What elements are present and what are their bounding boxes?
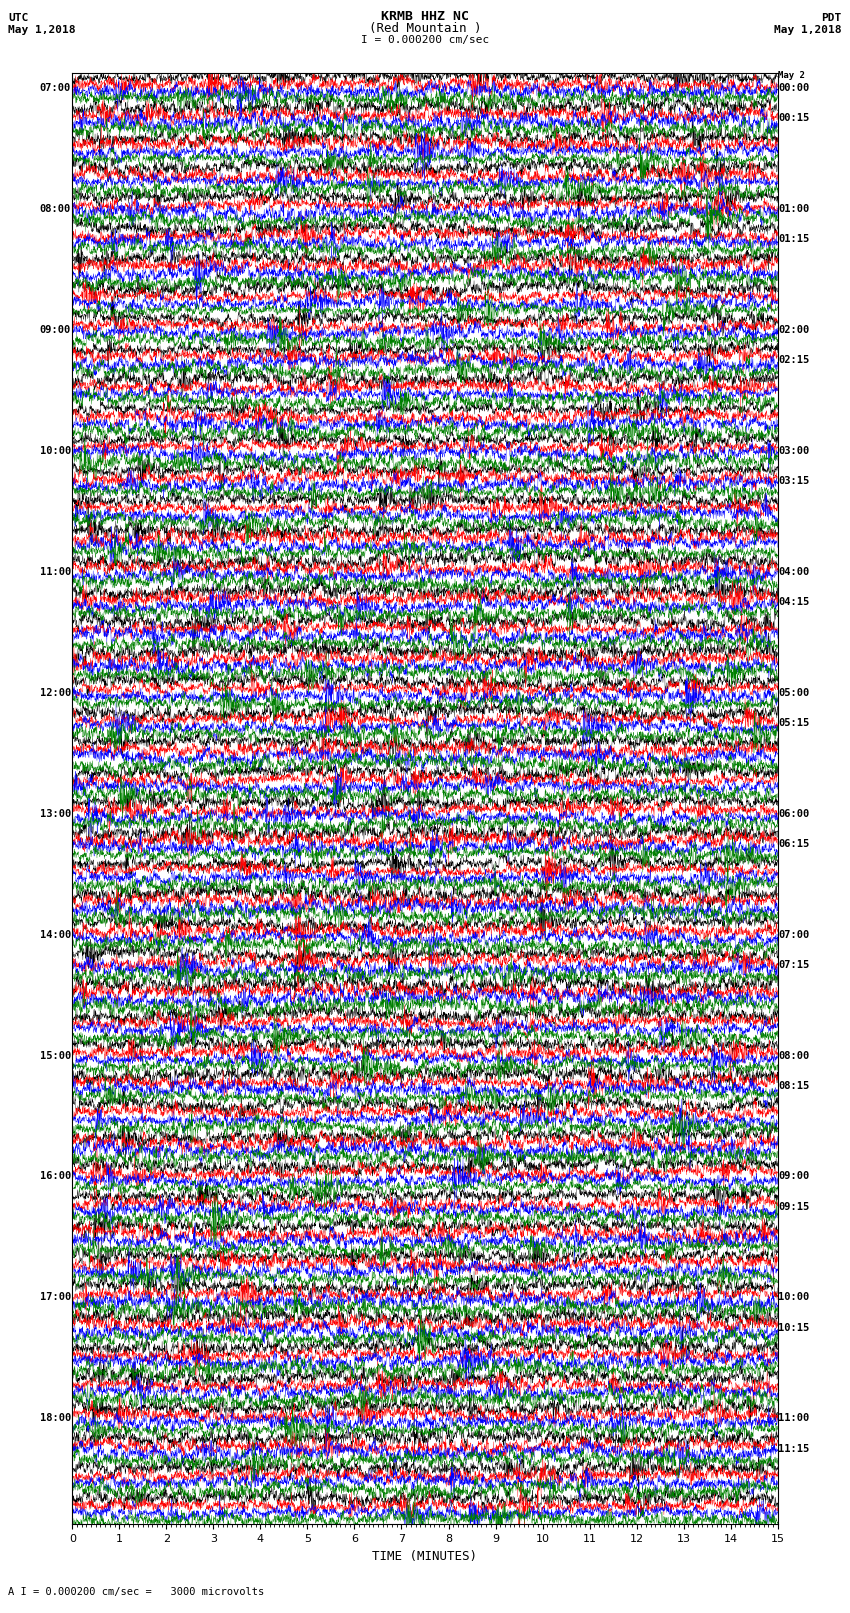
Text: 16:00: 16:00 xyxy=(40,1171,71,1181)
Text: 08:15: 08:15 xyxy=(779,1081,810,1090)
Text: 00:00: 00:00 xyxy=(779,82,810,92)
Text: 07:15: 07:15 xyxy=(779,960,810,969)
Text: 18:00: 18:00 xyxy=(40,1413,71,1423)
Text: 10:15: 10:15 xyxy=(779,1323,810,1332)
Text: May 1,2018: May 1,2018 xyxy=(8,24,76,35)
Text: 03:15: 03:15 xyxy=(779,476,810,486)
Text: 10:00: 10:00 xyxy=(779,1292,810,1302)
Text: 03:00: 03:00 xyxy=(779,445,810,455)
Text: 06:15: 06:15 xyxy=(779,839,810,848)
Text: 11:15: 11:15 xyxy=(779,1444,810,1453)
Text: 04:15: 04:15 xyxy=(779,597,810,606)
Text: 14:00: 14:00 xyxy=(40,929,71,939)
Text: 04:00: 04:00 xyxy=(779,566,810,576)
Text: KRMB HHZ NC: KRMB HHZ NC xyxy=(381,10,469,24)
Text: 09:15: 09:15 xyxy=(779,1202,810,1211)
Text: 07:00: 07:00 xyxy=(779,929,810,939)
Text: A I = 0.000200 cm/sec =   3000 microvolts: A I = 0.000200 cm/sec = 3000 microvolts xyxy=(8,1587,264,1597)
Text: 17:00: 17:00 xyxy=(40,1292,71,1302)
Text: 09:00: 09:00 xyxy=(779,1171,810,1181)
Text: 05:15: 05:15 xyxy=(779,718,810,727)
Text: 02:15: 02:15 xyxy=(779,355,810,365)
Text: 07:00: 07:00 xyxy=(40,82,71,92)
Text: 08:00: 08:00 xyxy=(40,203,71,213)
Text: 06:00: 06:00 xyxy=(779,808,810,818)
Text: 12:00: 12:00 xyxy=(40,687,71,697)
Text: 00:15: 00:15 xyxy=(779,113,810,123)
Text: (Red Mountain ): (Red Mountain ) xyxy=(369,21,481,35)
Text: 09:00: 09:00 xyxy=(40,324,71,334)
Text: 13:00: 13:00 xyxy=(40,808,71,818)
Text: 02:00: 02:00 xyxy=(779,324,810,334)
Text: 08:00: 08:00 xyxy=(779,1050,810,1060)
Text: 01:15: 01:15 xyxy=(779,234,810,244)
Text: 15:00: 15:00 xyxy=(40,1050,71,1060)
Text: PDT: PDT xyxy=(821,13,842,24)
Text: 11:00: 11:00 xyxy=(779,1413,810,1423)
Text: UTC: UTC xyxy=(8,13,29,24)
X-axis label: TIME (MINUTES): TIME (MINUTES) xyxy=(372,1550,478,1563)
Text: May 1,2018: May 1,2018 xyxy=(774,24,842,35)
Text: 01:00: 01:00 xyxy=(779,203,810,213)
Text: 05:00: 05:00 xyxy=(779,687,810,697)
Text: May 2: May 2 xyxy=(779,71,805,81)
Text: 11:00: 11:00 xyxy=(40,566,71,576)
Text: 10:00: 10:00 xyxy=(40,445,71,455)
Text: I = 0.000200 cm/sec: I = 0.000200 cm/sec xyxy=(361,35,489,45)
